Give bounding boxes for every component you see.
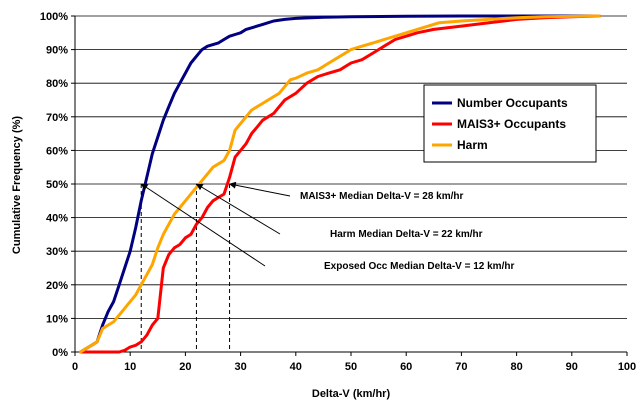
y-tick-label: 20%	[46, 280, 68, 292]
y-tick-label: 90%	[46, 45, 68, 57]
y-tick-label: 100%	[40, 11, 68, 23]
grid-lines	[75, 15, 627, 353]
series-line-2	[79, 14, 601, 354]
x-axis-title: Delta-V (km/hr)	[312, 388, 391, 400]
annotation-arrow	[228, 181, 291, 197]
x-tick-label: 80	[510, 361, 522, 373]
x-tick-label: 40	[290, 361, 302, 373]
x-tick-label: 20	[179, 361, 191, 373]
y-tick-label: 60%	[46, 145, 68, 157]
y-axis-title: Cumulative Frequency (%)	[11, 116, 23, 254]
x-tick-label: 30	[234, 361, 246, 373]
legend-label: Harm	[457, 138, 488, 152]
legend-label: MAIS3+ Occupants	[457, 117, 566, 131]
x-tick-label: 0	[72, 361, 78, 373]
series-lines	[79, 14, 601, 354]
x-tick-label: 70	[455, 361, 467, 373]
legend: Number Occupants MAIS3+ Occupants Harm	[423, 84, 597, 163]
y-tick-label: 70%	[46, 112, 68, 124]
y-tick-label: 40%	[46, 213, 68, 225]
axes: 0% 10% 20% 30% 40% 50% 60% 70% 80% 90% 100% 0 10 20 30…	[40, 11, 636, 373]
y-tick-label: 10%	[46, 313, 68, 325]
series-line-1	[79, 14, 601, 354]
median-lines	[140, 184, 231, 352]
annotations: MAIS3+ Median Delta-V = 28 km/hr Harm Med…	[140, 181, 514, 272]
annotation-arrow	[195, 183, 281, 235]
x-tick-label: 60	[400, 361, 412, 373]
x-tick-label: 100	[618, 361, 636, 373]
annotation-label: Harm Median Delta-V = 22 km/hr	[330, 229, 483, 240]
annotation-arrow	[140, 183, 266, 267]
series-line-3	[79, 14, 601, 354]
x-tick-label: 90	[566, 361, 578, 373]
legend-label: Number Occupants	[457, 96, 568, 110]
x-tick-label: 10	[124, 361, 136, 373]
legend-box	[423, 84, 597, 163]
y-tick-label: 50%	[46, 179, 68, 191]
annotation-label: MAIS3+ Median Delta-V = 28 km/hr	[300, 191, 463, 202]
annotation-label: Exposed Occ Median Delta-V = 12 km/hr	[324, 261, 514, 272]
y-tick-label: 30%	[46, 246, 68, 258]
x-tick-label: 50	[345, 361, 357, 373]
y-tick-label: 80%	[46, 78, 68, 90]
y-tick-label: 0%	[52, 347, 68, 359]
